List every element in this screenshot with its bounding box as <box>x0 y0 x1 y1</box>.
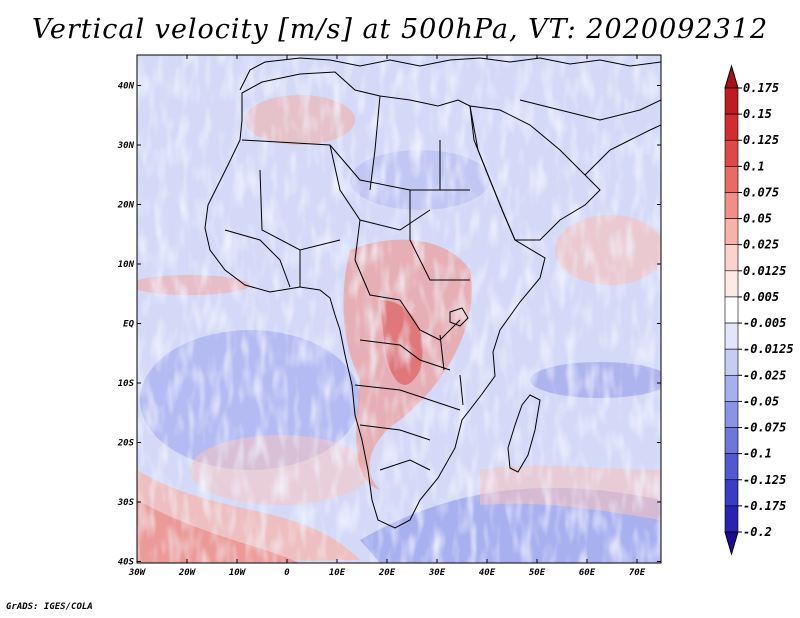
lat-label: 40N <box>118 82 135 92</box>
colorbar-label: -0.025 <box>743 368 786 382</box>
lon-label: 10E <box>329 568 346 578</box>
colorbar-label: 0.0125 <box>743 264 786 278</box>
lat-label: 10S <box>118 379 135 389</box>
lat-label: EQ <box>123 320 134 330</box>
border-8 <box>399 299 461 341</box>
border-14 <box>369 95 381 191</box>
lon-label: 60E <box>579 568 596 578</box>
colorbar-label: -0.0125 <box>743 342 794 356</box>
asia-coastline <box>584 124 661 176</box>
grads-credit: GrADS: IGES/COLA <box>6 602 93 612</box>
border-12 <box>379 459 431 471</box>
lon-label: 20E <box>378 568 396 578</box>
colorbar-segment <box>724 296 739 324</box>
colorbar-label: 0.15 <box>743 107 772 121</box>
colorbar-segment <box>724 374 739 402</box>
lon-label: 0 <box>284 568 290 578</box>
lon-label: 30W <box>128 568 147 578</box>
colorbar-segment <box>724 244 739 272</box>
colorbar-segment <box>724 322 739 350</box>
colorbar-label: 0.005 <box>743 290 779 304</box>
colorbar-segment <box>724 87 739 115</box>
latitude-axis: 40N 30N 20N 10N EQ 10S 20S 30S 40S <box>117 82 661 568</box>
velocity-field <box>137 55 661 563</box>
lat-label: 20S <box>117 439 135 449</box>
border-11 <box>359 424 431 441</box>
colorbar-segment <box>724 479 739 507</box>
colorbar-label: -0.05 <box>743 394 779 408</box>
field-texture <box>137 55 661 563</box>
colorbar-segment <box>724 218 739 246</box>
colorbar-segment <box>724 192 739 219</box>
colorbar-label: -0.005 <box>743 316 786 330</box>
colorbar: 0.175 0.15 0.125 0.1 0.075 0.05 0.025 0.0125 0.0… <box>724 64 794 556</box>
colorbar-label: 0.025 <box>743 238 779 252</box>
iran-border <box>519 99 661 121</box>
longitude-axis: 30W 20W 10W 0 10E 20E 30E 40E 50E 60E 70E <box>128 55 646 578</box>
africa-coastline <box>204 71 546 529</box>
coastlines <box>204 57 661 529</box>
border-4 <box>409 190 470 281</box>
border-1 <box>241 139 470 191</box>
lon-label: 40E <box>479 568 496 578</box>
colorbar-label: -0.175 <box>743 499 786 513</box>
colorbar-label: 0.125 <box>743 133 779 147</box>
lon-label: 20W <box>178 568 197 578</box>
lat-label: 20N <box>117 201 135 211</box>
lat-label: 40S <box>118 558 135 568</box>
colorbar-label: 0.05 <box>743 212 772 226</box>
colorbar-segment <box>724 401 739 428</box>
plot-title: Vertical velocity [m/s] at 500hPa, VT: 2… <box>31 14 769 45</box>
lake-malawi <box>459 374 464 406</box>
border-2 <box>259 169 341 251</box>
lon-label: 30E <box>428 568 446 578</box>
colorbar-label: -0.2 <box>743 525 772 539</box>
border-10 <box>354 384 461 411</box>
colorbar-label: 0.175 <box>743 81 779 95</box>
europe-coastline <box>239 57 661 91</box>
lon-label: 70E <box>629 568 646 578</box>
border-5 <box>354 219 401 301</box>
border-9 <box>359 339 451 371</box>
lon-label: 10W <box>229 568 247 578</box>
colorbar-segment <box>724 427 739 454</box>
lat-label: 30N <box>117 141 135 151</box>
colorbar-segment <box>724 453 739 481</box>
colorbar-segment <box>724 139 739 167</box>
lake-tanganyika <box>439 334 445 371</box>
colorbar-max-arrow <box>724 64 739 89</box>
border-7 <box>224 229 291 288</box>
colorbar-label: 0.1 <box>743 159 765 173</box>
colorbar-segment <box>724 113 739 141</box>
colorbar-label: -0.125 <box>743 473 786 487</box>
colorbar-label: -0.1 <box>743 447 772 461</box>
lon-label: 50E <box>529 568 546 578</box>
lat-label: 10N <box>118 260 135 270</box>
madagascar-coastline <box>507 394 541 473</box>
colorbar-segment <box>724 270 739 298</box>
colorbar-label: -0.075 <box>743 421 786 435</box>
plot-frame <box>136 54 662 564</box>
colorbar-min-arrow <box>724 531 739 556</box>
lat-label: 30S <box>117 498 135 508</box>
arabia-coastline <box>469 105 601 241</box>
colorbar-segment <box>724 505 739 533</box>
lake-victoria <box>449 307 469 327</box>
colorbar-label: 0.075 <box>743 185 779 199</box>
colorbar-segment <box>724 166 739 193</box>
colorbar-segment <box>724 348 739 376</box>
